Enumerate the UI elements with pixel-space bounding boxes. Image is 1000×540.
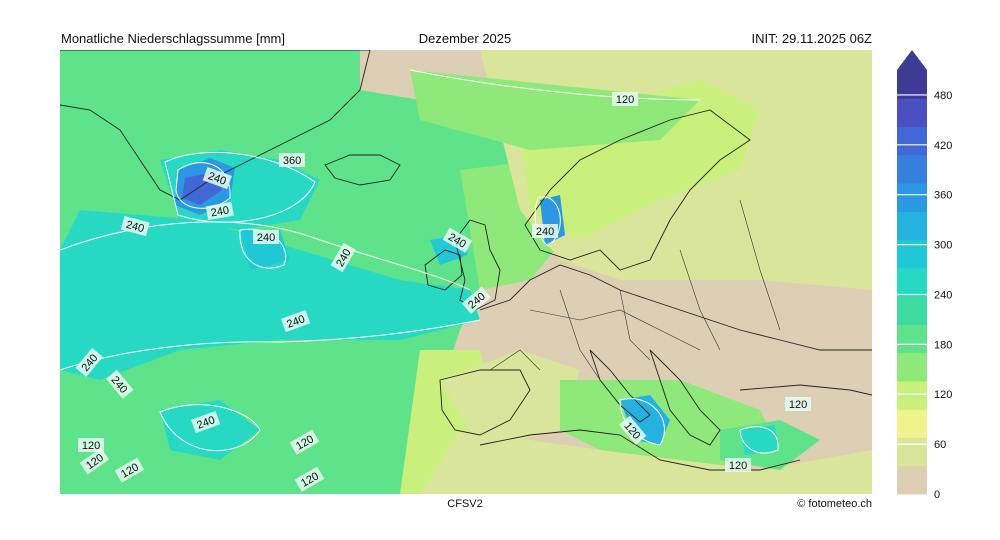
colorbar-segment [897, 239, 927, 269]
contour-label: 240 [120, 215, 150, 237]
svg-text:240: 240 [536, 226, 554, 238]
svg-text:240: 240 [257, 232, 275, 244]
colorbar-tick-label: 60 [934, 439, 946, 451]
colorbar-segment [897, 437, 927, 467]
colorbar-segment [897, 126, 927, 156]
colorbar-segment [897, 352, 927, 382]
svg-text:240: 240 [195, 414, 216, 432]
britain-coast [454, 219, 501, 311]
contour-label: 120 [612, 92, 638, 106]
init-label: INIT: 29.11.2025 06Z [751, 31, 872, 46]
contour-label: 120 [725, 458, 751, 472]
svg-text:120: 120 [729, 460, 747, 472]
coastlines [60, 50, 872, 471]
turkey-coast [739, 384, 872, 396]
svg-text:240: 240 [210, 204, 230, 219]
colorbar-segments [897, 50, 927, 495]
contour-label: 120 [78, 438, 104, 452]
contour-label: 120 [785, 397, 811, 411]
italy-coast [589, 349, 651, 423]
colorbar-tick-label: 0 [934, 489, 940, 498]
colorbar-segment [897, 409, 927, 438]
colorbar-segment [897, 324, 927, 354]
colorbar-segment [897, 296, 927, 325]
colorbar-segment [897, 380, 927, 410]
colorbar-segment [897, 183, 927, 212]
scandinavia-coast [524, 109, 751, 271]
colorbar-segment [897, 267, 927, 297]
iberia-coast [439, 369, 531, 436]
balkan-coast [649, 349, 721, 446]
svg-text:240: 240 [125, 219, 146, 235]
svg-text:240: 240 [206, 170, 227, 188]
colorbar-tick-label: 420 [934, 140, 952, 152]
colorbar-segment [897, 465, 927, 495]
contour-label: 240 [253, 230, 279, 244]
iceland-coast [324, 154, 401, 186]
model-label: CFSV2 [447, 498, 483, 510]
north-africa-coast [479, 429, 801, 471]
period-label: Dezember 2025 [418, 31, 512, 46]
colorbar-tick-label: 360 [934, 190, 952, 202]
svg-text:120: 120 [789, 399, 807, 411]
contour-label: 240 [191, 411, 221, 434]
svg-text:360: 360 [283, 155, 301, 167]
credit-label: © fotometeo.ch [797, 498, 872, 510]
continent-coast [479, 264, 872, 351]
colorbar-ticks: 0 60 120 180 240 300 360 420 480 [897, 90, 952, 498]
cyan-east-med [740, 425, 778, 455]
colorbar-tick-label: 240 [934, 289, 952, 301]
svg-text:120: 120 [616, 94, 634, 106]
cyan-core-south [160, 400, 260, 460]
colorbar-segment [897, 154, 927, 184]
colorbar-tick-label: 480 [934, 90, 952, 102]
colorbar-tick-label: 300 [934, 240, 952, 252]
northafrica-coast [420, 430, 872, 494]
north-band-wet [410, 70, 700, 150]
colorbar: 0 60 120 180 240 300 360 420 480 [897, 50, 952, 498]
svg-text:120: 120 [82, 440, 100, 452]
colorbar-segment [897, 211, 927, 241]
contour-label: 240 [532, 224, 558, 238]
colorbar-tick-label: 120 [934, 389, 952, 401]
contour-label: 360 [279, 153, 305, 167]
chart-title: Monatliche Niederschlagssumme [mm] [61, 31, 285, 46]
ireland-coast [424, 249, 463, 291]
svg-text:240: 240 [285, 313, 306, 331]
contour-label: 240 [202, 167, 232, 190]
contour-label: 240 [205, 201, 234, 221]
colorbar-arrow [897, 50, 927, 70]
cyan-core-central [60, 210, 480, 380]
contour-label: 240 [281, 310, 311, 333]
colorbar-tick-label: 180 [934, 339, 952, 351]
iberia-zone [440, 350, 580, 450]
country-borders [489, 199, 781, 381]
colorbar-segment [897, 98, 927, 128]
colorbar-segment [897, 70, 927, 99]
